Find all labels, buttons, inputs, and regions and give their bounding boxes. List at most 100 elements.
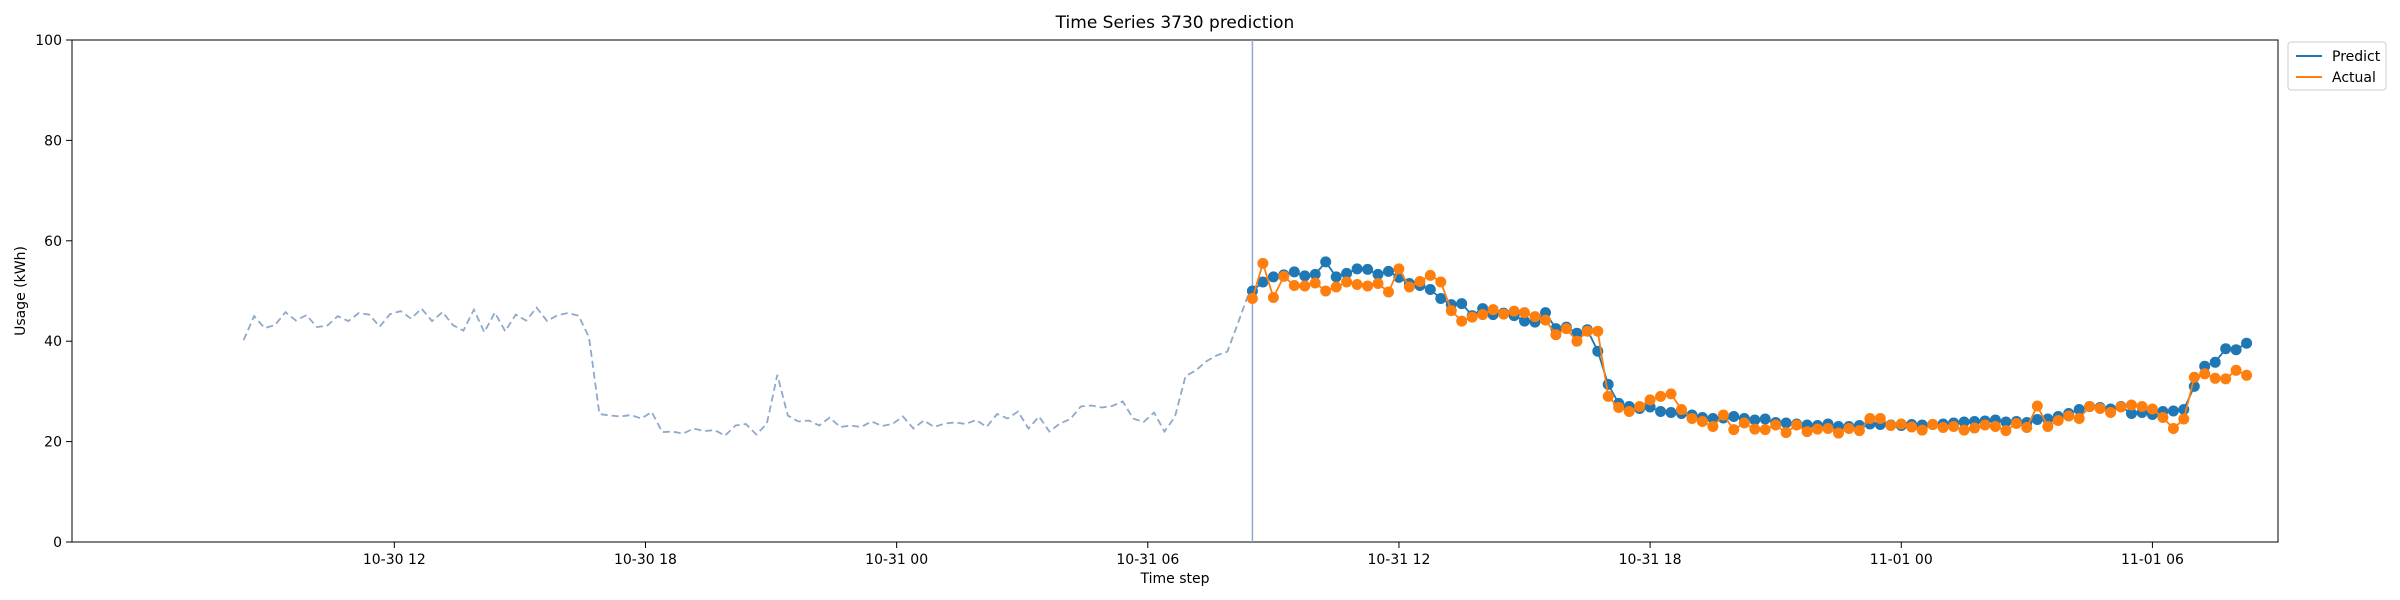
data-point xyxy=(1519,315,1530,327)
data-point xyxy=(1749,423,1761,435)
y-axis: 0 20 40 60 80 100 xyxy=(35,33,72,551)
data-point xyxy=(1665,388,1677,400)
data-point xyxy=(1843,423,1855,434)
y-axis-label: Usage (kWh) xyxy=(13,246,29,336)
data-point xyxy=(1393,263,1405,275)
data-point xyxy=(1445,305,1457,317)
data-point xyxy=(1550,329,1562,341)
legend-label-predict: Predict xyxy=(2332,49,2381,65)
data-point xyxy=(2220,343,2232,355)
data-point xyxy=(1383,286,1394,298)
data-point xyxy=(1770,419,1782,431)
x-tick-label: 10-31 18 xyxy=(1619,552,1682,568)
data-point xyxy=(1717,409,1729,421)
data-point xyxy=(1707,421,1719,432)
data-point xyxy=(1602,378,1614,390)
data-point xyxy=(1372,268,1384,280)
x-tick-label: 10-30 12 xyxy=(363,552,426,568)
data-point xyxy=(1267,292,1279,303)
data-point xyxy=(1414,276,1426,287)
data-point xyxy=(1424,284,1436,295)
x-tick-label: 11-01 06 xyxy=(2121,552,2184,568)
data-point xyxy=(1341,267,1353,279)
y-tick-label: 100 xyxy=(35,33,62,49)
data-point xyxy=(1592,325,1604,337)
data-point xyxy=(1989,421,2001,432)
data-point xyxy=(2063,410,2075,422)
x-tick-label: 10-31 12 xyxy=(1367,552,1430,568)
data-point xyxy=(1403,281,1415,293)
data-point xyxy=(1780,417,1792,429)
data-point xyxy=(2209,372,2221,384)
data-point xyxy=(1529,311,1541,323)
data-point xyxy=(1853,425,1865,437)
data-point xyxy=(1466,311,1478,323)
data-point xyxy=(2230,344,2242,356)
data-point xyxy=(1958,416,1970,428)
data-point xyxy=(1383,265,1394,277)
data-point xyxy=(1916,424,1928,436)
data-point xyxy=(2084,401,2096,412)
data-point xyxy=(2220,373,2232,385)
data-point xyxy=(1351,279,1363,290)
data-point xyxy=(1351,263,1363,275)
data-point xyxy=(2031,414,2043,425)
data-point xyxy=(1676,404,1687,415)
data-point xyxy=(1937,422,1949,433)
y-tick-label: 80 xyxy=(44,133,62,149)
data-point xyxy=(1812,423,1823,435)
data-point xyxy=(1864,413,1876,424)
data-point xyxy=(1571,335,1583,347)
data-point xyxy=(2157,412,2169,423)
data-point xyxy=(1320,285,1332,297)
data-point xyxy=(1738,417,1750,429)
data-point xyxy=(1874,413,1886,424)
legend: Predict Actual xyxy=(2287,41,2387,91)
data-point xyxy=(2167,405,2179,417)
data-point xyxy=(2052,415,2064,426)
data-point xyxy=(1477,309,1489,321)
data-point xyxy=(2094,403,2106,414)
data-point xyxy=(1728,411,1740,422)
data-point xyxy=(1330,271,1342,283)
data-point xyxy=(2073,404,2085,415)
data-point xyxy=(2241,369,2253,381)
data-point xyxy=(1791,419,1803,431)
x-axis: 10-30 12 10-30 18 10-31 00 10-31 06 10-31 12… xyxy=(363,542,2184,568)
data-point xyxy=(1581,325,1593,337)
data-point xyxy=(1560,323,1572,335)
data-point xyxy=(1927,419,1939,430)
chart-title: Time Series 3730 prediction xyxy=(1055,13,1295,33)
data-point xyxy=(1759,424,1771,436)
data-point xyxy=(1728,424,1740,436)
data-point xyxy=(2136,401,2148,412)
x-tick-label: 10-31 00 xyxy=(865,552,928,568)
data-point xyxy=(1278,270,1290,282)
data-point xyxy=(2209,356,2221,368)
data-point xyxy=(1759,413,1771,425)
data-point xyxy=(1655,390,1667,402)
data-point xyxy=(2031,400,2043,412)
data-point xyxy=(1822,423,1834,434)
data-point xyxy=(1665,407,1677,418)
data-point xyxy=(2126,399,2137,411)
data-point xyxy=(1341,276,1353,288)
data-point xyxy=(2073,413,2085,424)
data-point xyxy=(1487,304,1499,316)
data-point xyxy=(2000,425,2012,437)
x-tick-label: 11-01 00 xyxy=(1870,552,1933,568)
data-point xyxy=(1288,266,1300,278)
data-point xyxy=(2105,407,2117,418)
data-point xyxy=(2042,421,2054,432)
data-point xyxy=(1456,298,1468,310)
plot-area xyxy=(71,39,2279,543)
data-point xyxy=(2146,403,2158,415)
data-point xyxy=(2010,418,2022,429)
data-point xyxy=(1309,277,1321,289)
y-tick-label: 40 xyxy=(44,334,62,350)
data-point xyxy=(1885,420,1897,431)
data-point xyxy=(1456,315,1468,327)
data-point xyxy=(1309,268,1321,280)
data-point xyxy=(1602,390,1614,402)
